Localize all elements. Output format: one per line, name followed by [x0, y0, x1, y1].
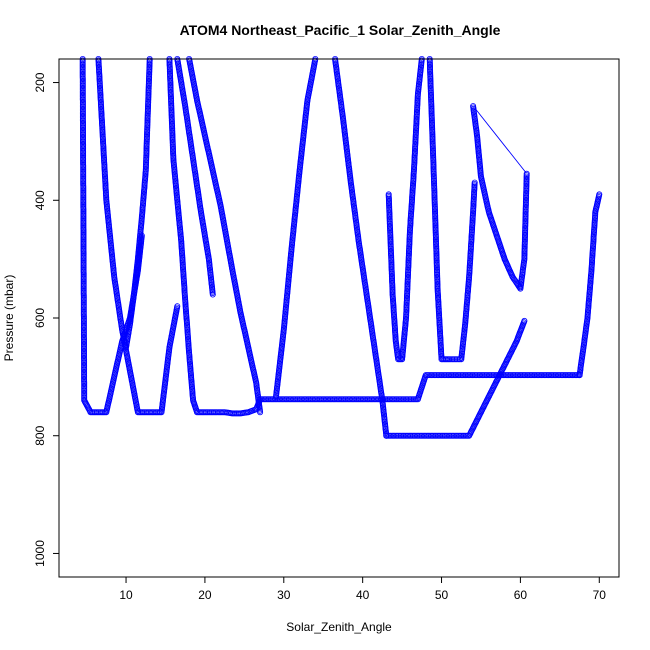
data-point: [387, 432, 394, 439]
data-point: [396, 432, 403, 439]
data-point: [123, 344, 130, 351]
data-series-segment: [383, 317, 528, 439]
data-point: [404, 396, 411, 403]
data-point: [452, 356, 459, 363]
connector-line: [474, 107, 527, 173]
data-series-segment: [426, 56, 478, 363]
data-point: [409, 396, 416, 403]
data-series-segment: [95, 56, 181, 416]
data-series-segment: [166, 56, 264, 417]
y-axis-label: Pressure (mbar): [2, 275, 16, 362]
y-tick-label: 200: [33, 72, 47, 92]
data-series-segment: [123, 56, 153, 351]
data-point: [596, 191, 603, 198]
data-point: [439, 372, 446, 379]
data-series-segment: [332, 56, 390, 439]
data-point: [450, 432, 457, 439]
data-point: [490, 372, 497, 379]
data-point: [471, 179, 478, 186]
data-series-segment: [470, 103, 530, 292]
data-point: [383, 432, 390, 439]
x-tick-label: 40: [356, 588, 370, 602]
x-tick-label: 30: [277, 588, 291, 602]
y-tick-label: 400: [33, 190, 47, 210]
data-point: [257, 409, 264, 416]
data-point: [209, 291, 216, 298]
data-point: [434, 372, 441, 379]
x-tick-label: 70: [593, 588, 607, 602]
data-point: [473, 372, 480, 379]
data-point: [391, 432, 398, 439]
y-tick-label: 600: [33, 308, 47, 328]
data-point: [556, 372, 563, 379]
data-series-segment: [576, 191, 603, 379]
data-series-segment: [186, 56, 264, 416]
data-point: [523, 372, 530, 379]
x-tick-label: 50: [435, 588, 449, 602]
data-point: [521, 317, 528, 324]
data-point: [539, 372, 546, 379]
data-points: [79, 56, 603, 439]
x-axis-label: Solar_Zenith_Angle: [286, 620, 392, 634]
data-series-segment: [272, 56, 319, 401]
x-tick-label: 60: [514, 588, 528, 602]
data-point: [430, 174, 437, 181]
x-tick-label: 20: [198, 588, 212, 602]
x-axis: 10 20 30 40 50 60 70: [119, 577, 606, 602]
data-point: [446, 356, 453, 363]
data-point: [429, 372, 436, 379]
data-point: [447, 356, 454, 363]
y-tick-label: 800: [33, 425, 47, 445]
chart-title: ATOM4 Northeast_Pacific_1 Solar_Zenith_A…: [180, 22, 501, 38]
data-series-segment: [257, 372, 583, 403]
data-point: [523, 170, 530, 177]
data-lines: [474, 107, 527, 173]
data-point: [400, 396, 407, 403]
y-axis: 200 400 600 800 1000: [33, 72, 59, 567]
data-point: [507, 372, 514, 379]
data-point: [433, 267, 440, 274]
y-tick-label: 1000: [33, 540, 47, 567]
data-point: [456, 372, 463, 379]
data-point: [449, 356, 456, 363]
data-series-segment: [174, 56, 216, 298]
x-tick-label: 10: [119, 588, 133, 602]
data-point: [425, 372, 432, 379]
data-point: [174, 303, 181, 310]
data-series-segment: [385, 56, 425, 363]
